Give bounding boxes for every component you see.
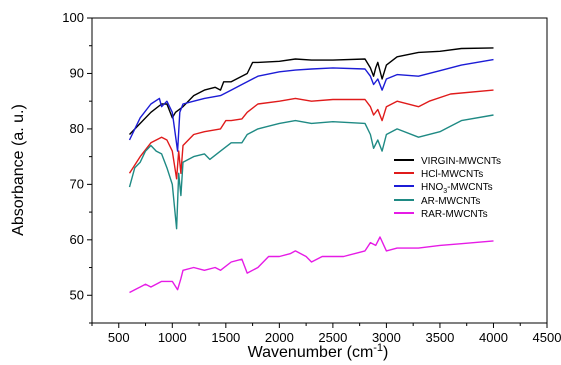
y-axis-ticks: 50 60 70 80 90 100 xyxy=(62,10,92,324)
x-tick-label: 2000 xyxy=(265,330,294,345)
x-tick-label: 3500 xyxy=(425,330,454,345)
series-line-1 xyxy=(128,89,494,180)
x-axis-ticks: 500 1000 1500 2000 2500 3000 3500 4000 4500 xyxy=(91,323,561,345)
x-tick-label: 500 xyxy=(108,330,130,345)
y-tick-label: 100 xyxy=(62,10,84,25)
series-line-2 xyxy=(128,58,494,152)
y-tick-label: 70 xyxy=(70,176,84,191)
x-tick-label: 1500 xyxy=(211,330,240,345)
y-tick-label: 90 xyxy=(70,65,84,80)
legend-label-hno3: HNO3-MWCNTs xyxy=(421,182,493,195)
x-tick-label: 1000 xyxy=(158,330,187,345)
x-tick-label: 3000 xyxy=(372,330,401,345)
x-tick-label: 4500 xyxy=(533,330,561,345)
series-layer xyxy=(128,47,494,294)
legend: VIRGIN-MWCNTs HCl-MWCNTs HNO3-MWCNTs AR-… xyxy=(394,156,501,220)
legend-label-ar: AR-MWCNTs xyxy=(421,196,480,207)
x-axis-title: Wavenumber (cm-1) xyxy=(248,342,389,361)
y-tick-label: 50 xyxy=(70,287,84,302)
legend-label-rar: RAR-MWCNTs xyxy=(421,209,488,220)
x-tick-label: 4000 xyxy=(479,330,508,345)
plot-frame xyxy=(91,17,548,324)
series-line-4 xyxy=(129,236,494,294)
series-line-3 xyxy=(128,114,494,230)
series-line-0 xyxy=(128,47,494,135)
legend-label-hcl: HCl-MWCNTs xyxy=(421,169,483,180)
legend-label-virgin: VIRGIN-MWCNTs xyxy=(421,156,501,167)
y-tick-label: 60 xyxy=(70,232,84,247)
y-axis-title: Absorbance (a. u.) xyxy=(10,104,27,236)
y-tick-label: 80 xyxy=(70,121,84,136)
x-tick-label: 2500 xyxy=(318,330,347,345)
